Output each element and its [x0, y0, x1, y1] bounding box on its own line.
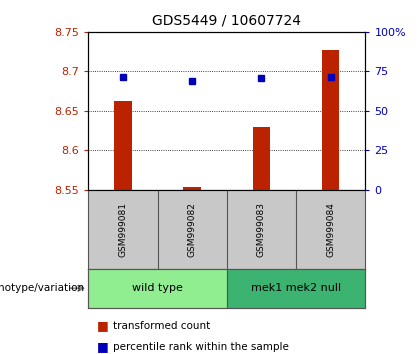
Text: GSM999084: GSM999084: [326, 202, 335, 257]
Title: GDS5449 / 10607724: GDS5449 / 10607724: [152, 14, 301, 28]
Text: GSM999082: GSM999082: [188, 202, 197, 257]
Text: mek1 mek2 null: mek1 mek2 null: [251, 283, 341, 293]
Text: transformed count: transformed count: [113, 321, 211, 331]
Bar: [88, 269, 227, 308]
Bar: [227, 269, 365, 308]
Text: wild type: wild type: [132, 283, 183, 293]
Text: genotype/variation: genotype/variation: [0, 283, 84, 293]
Bar: [322, 50, 339, 190]
Text: ■: ■: [97, 319, 108, 332]
Text: ■: ■: [97, 341, 108, 353]
Text: GSM999083: GSM999083: [257, 201, 266, 257]
Bar: [253, 126, 270, 190]
Bar: [184, 187, 201, 190]
Bar: [114, 101, 131, 190]
Text: GSM999081: GSM999081: [118, 201, 127, 257]
Text: percentile rank within the sample: percentile rank within the sample: [113, 342, 289, 352]
